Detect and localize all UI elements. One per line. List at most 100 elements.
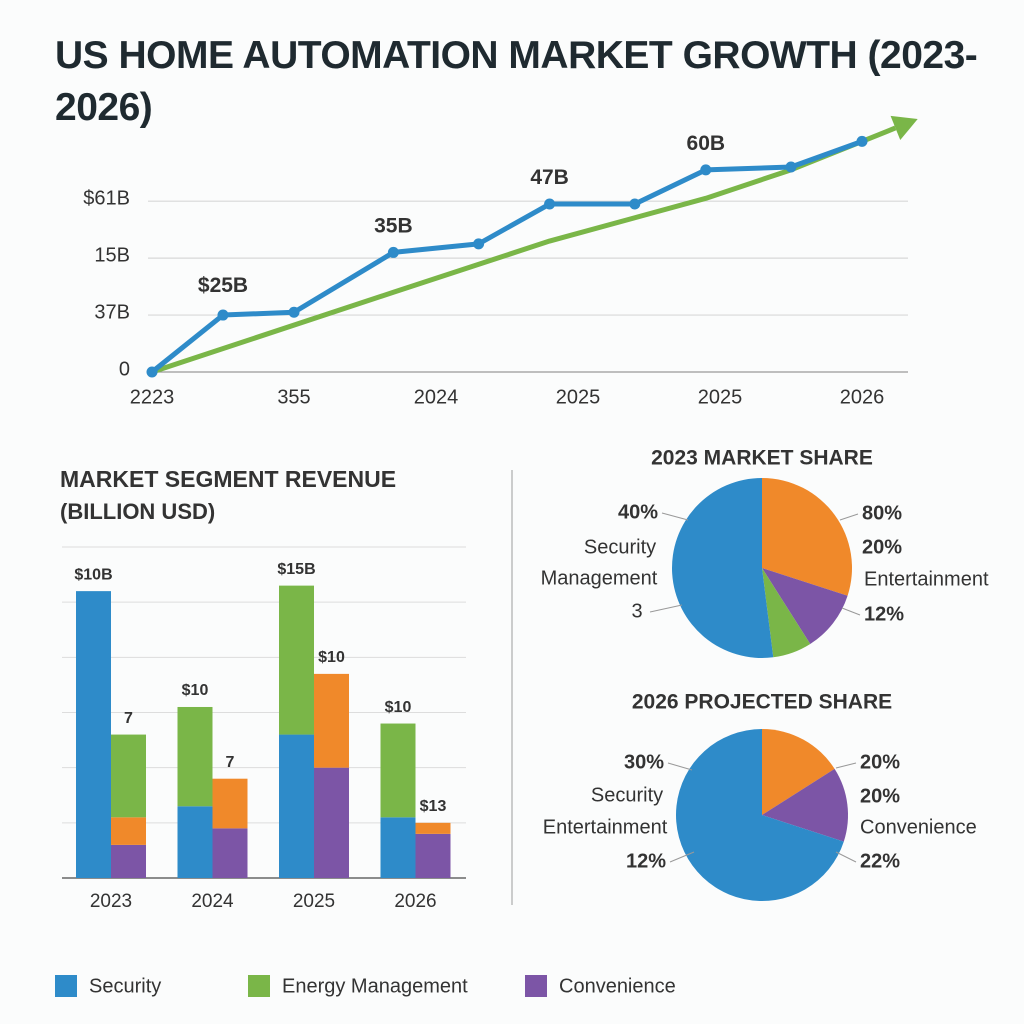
bar-segment xyxy=(314,767,349,878)
bar-segment xyxy=(415,822,451,834)
bar-label: 7 xyxy=(124,710,133,727)
data-point xyxy=(629,198,641,210)
legend-label: Convenience xyxy=(559,975,676,997)
series-line xyxy=(151,139,863,375)
bar-segment xyxy=(212,828,248,878)
bar-segment xyxy=(76,591,111,878)
pie-slice xyxy=(762,768,848,842)
data-point xyxy=(146,366,158,378)
x-tick-label: 2025 xyxy=(698,386,743,408)
pie-callout: 12% xyxy=(864,603,904,625)
bar-segment xyxy=(177,806,213,878)
pie-callout: 12% xyxy=(626,850,666,872)
annotation: 35B xyxy=(374,214,413,237)
x-tick-label: 2023 xyxy=(90,891,132,912)
pie-slice xyxy=(671,478,774,659)
pie-callout: 20% xyxy=(860,751,900,773)
trend-arrow-shaft xyxy=(861,125,897,144)
data-point xyxy=(785,161,797,173)
y-tick-label: 15B xyxy=(94,244,130,266)
legend-swatch xyxy=(525,975,547,997)
x-tick-label: 2026 xyxy=(840,386,885,408)
bar-segment xyxy=(279,585,314,735)
series-line xyxy=(150,139,863,374)
pie-callout: Entertainment xyxy=(543,816,668,838)
leader-line xyxy=(661,512,689,521)
bar-segment xyxy=(177,706,213,807)
pie-callout: 20% xyxy=(862,536,902,558)
pie-callout: 22% xyxy=(860,850,900,872)
x-tick-label: 2025 xyxy=(293,891,335,912)
y-tick-label: 37B xyxy=(94,301,130,323)
data-point xyxy=(544,198,556,210)
bar-segment xyxy=(279,734,314,878)
leader-line xyxy=(669,851,695,863)
pie-slice xyxy=(762,729,835,815)
annotation: 60B xyxy=(687,132,726,155)
pie-title: 2023 MARKET SHARE xyxy=(651,447,873,470)
trend-arrow-head xyxy=(890,115,918,141)
pie-callout: Security xyxy=(584,536,656,558)
pie-callout: 3 xyxy=(631,600,642,622)
pie-callout: Convenience xyxy=(860,816,977,838)
data-point xyxy=(387,246,399,258)
bar-segment xyxy=(111,817,146,845)
bar-label: $15B xyxy=(277,561,315,578)
bar-label: $10 xyxy=(318,649,345,666)
bar-segment xyxy=(212,778,248,829)
pie-title: 2026 PROJECTED SHARE xyxy=(632,691,892,714)
x-tick-label: 2024 xyxy=(191,891,234,912)
pie-slice xyxy=(675,729,844,901)
leader-line xyxy=(667,762,693,771)
bar-segment xyxy=(415,833,451,878)
x-tick-label: 355 xyxy=(277,386,310,408)
bar-segment xyxy=(380,723,416,818)
bar-segment xyxy=(111,734,146,818)
pie-slice xyxy=(762,568,848,644)
pie-callout: 40% xyxy=(618,501,658,523)
chart-subtitle: (BILLION USD) xyxy=(60,499,215,524)
legend-swatch xyxy=(248,975,270,997)
pie-callout: Security xyxy=(591,784,663,806)
bar-segment xyxy=(380,817,416,878)
annotation: $25B xyxy=(198,274,248,297)
pie-slice xyxy=(762,478,852,596)
legend-label: Energy Management xyxy=(282,975,468,997)
data-point xyxy=(288,306,300,318)
x-tick-label: 2223 xyxy=(130,386,175,408)
leader-line xyxy=(841,607,861,616)
x-tick-label: 2026 xyxy=(394,891,436,912)
x-tick-label: 2024 xyxy=(414,386,459,408)
y-tick-label: 0 xyxy=(119,358,130,380)
x-tick-label: 2025 xyxy=(556,386,601,408)
annotation: 47B xyxy=(530,166,569,189)
legend-swatch xyxy=(55,975,77,997)
pie-slice xyxy=(762,568,811,658)
bar-segment xyxy=(111,844,146,878)
leader-line xyxy=(649,604,683,613)
data-point xyxy=(856,135,868,147)
pie-callout: Entertainment xyxy=(864,568,989,590)
bar-label: $10 xyxy=(182,682,209,699)
data-point xyxy=(217,309,229,321)
pie-callout: Management xyxy=(541,567,658,589)
leader-line xyxy=(839,513,859,521)
pie-callout: 20% xyxy=(860,785,900,807)
legend-label: Security xyxy=(89,975,161,997)
chart-title: US HOME AUTOMATION MARKET GROWTH (2023-2… xyxy=(55,34,978,129)
leader-line xyxy=(835,851,857,863)
data-point xyxy=(700,164,712,176)
chart-title: MARKET SEGMENT REVENUE xyxy=(60,466,396,492)
data-point xyxy=(473,238,485,250)
bar-segment xyxy=(314,673,349,768)
leader-line xyxy=(835,762,857,769)
bar-label: $10 xyxy=(385,699,412,716)
bar-label: $10B xyxy=(74,566,112,583)
pie-callout: 30% xyxy=(624,751,664,773)
bar-label: $13 xyxy=(420,798,447,815)
pie-callout: 80% xyxy=(862,502,902,524)
y-tick-label: $61B xyxy=(83,187,130,209)
bar-label: 7 xyxy=(226,754,235,771)
